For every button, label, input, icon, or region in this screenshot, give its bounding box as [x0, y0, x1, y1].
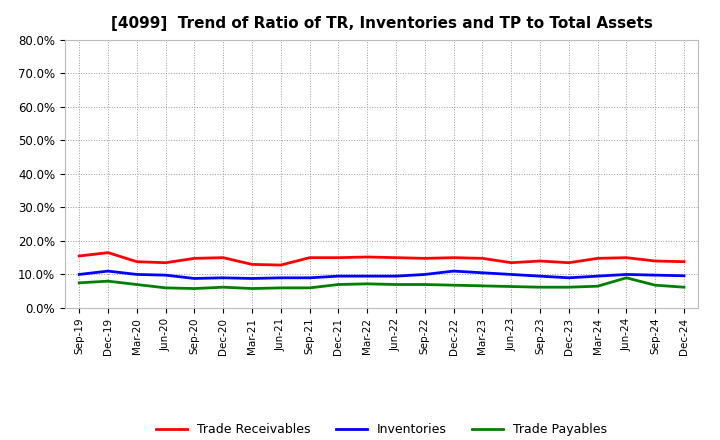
- Trade Payables: [132, 282, 141, 287]
- Inventories: [161, 272, 170, 278]
- Trade Receivables: [161, 260, 170, 265]
- Inventories: [334, 274, 343, 279]
- Trade Payables: [564, 285, 573, 290]
- Trade Receivables: [478, 256, 487, 261]
- Inventories: [651, 272, 660, 278]
- Trade Receivables: [536, 258, 544, 264]
- Title: [4099]  Trend of Ratio of TR, Inventories and TP to Total Assets: [4099] Trend of Ratio of TR, Inventories…: [111, 16, 652, 32]
- Trade Receivables: [622, 255, 631, 260]
- Trade Payables: [449, 282, 458, 288]
- Trade Receivables: [449, 255, 458, 260]
- Trade Payables: [680, 285, 688, 290]
- Inventories: [420, 272, 429, 277]
- Trade Payables: [75, 280, 84, 286]
- Line: Inventories: Inventories: [79, 271, 684, 279]
- Trade Receivables: [507, 260, 516, 265]
- Trade Receivables: [420, 256, 429, 261]
- Line: Trade Receivables: Trade Receivables: [79, 253, 684, 265]
- Inventories: [219, 275, 228, 280]
- Trade Payables: [651, 282, 660, 288]
- Trade Receivables: [564, 260, 573, 265]
- Trade Payables: [161, 285, 170, 290]
- Inventories: [75, 272, 84, 277]
- Trade Receivables: [651, 258, 660, 264]
- Inventories: [507, 272, 516, 277]
- Trade Payables: [305, 285, 314, 290]
- Trade Receivables: [75, 253, 84, 259]
- Trade Payables: [478, 283, 487, 289]
- Trade Payables: [622, 275, 631, 280]
- Trade Receivables: [219, 255, 228, 260]
- Trade Receivables: [190, 256, 199, 261]
- Inventories: [276, 275, 285, 280]
- Inventories: [449, 268, 458, 274]
- Trade Receivables: [363, 254, 372, 260]
- Trade Payables: [392, 282, 400, 287]
- Trade Payables: [536, 285, 544, 290]
- Inventories: [392, 274, 400, 279]
- Trade Receivables: [305, 255, 314, 260]
- Inventories: [248, 276, 256, 281]
- Trade Payables: [219, 285, 228, 290]
- Line: Trade Payables: Trade Payables: [79, 278, 684, 289]
- Inventories: [478, 270, 487, 275]
- Trade Receivables: [334, 255, 343, 260]
- Inventories: [132, 272, 141, 277]
- Inventories: [564, 275, 573, 280]
- Trade Receivables: [248, 262, 256, 267]
- Trade Receivables: [392, 255, 400, 260]
- Trade Receivables: [132, 259, 141, 264]
- Inventories: [305, 275, 314, 280]
- Inventories: [680, 273, 688, 279]
- Inventories: [104, 268, 112, 274]
- Inventories: [593, 274, 602, 279]
- Trade Payables: [104, 279, 112, 284]
- Legend: Trade Receivables, Inventories, Trade Payables: Trade Receivables, Inventories, Trade Pa…: [151, 418, 612, 440]
- Trade Receivables: [680, 259, 688, 264]
- Trade Receivables: [593, 256, 602, 261]
- Trade Payables: [334, 282, 343, 287]
- Trade Receivables: [276, 262, 285, 268]
- Trade Payables: [276, 285, 285, 290]
- Inventories: [536, 274, 544, 279]
- Trade Payables: [190, 286, 199, 291]
- Trade Payables: [593, 283, 602, 289]
- Trade Payables: [420, 282, 429, 287]
- Trade Receivables: [104, 250, 112, 255]
- Inventories: [363, 274, 372, 279]
- Trade Payables: [248, 286, 256, 291]
- Trade Payables: [507, 284, 516, 289]
- Trade Payables: [363, 281, 372, 286]
- Inventories: [190, 276, 199, 281]
- Inventories: [622, 272, 631, 277]
